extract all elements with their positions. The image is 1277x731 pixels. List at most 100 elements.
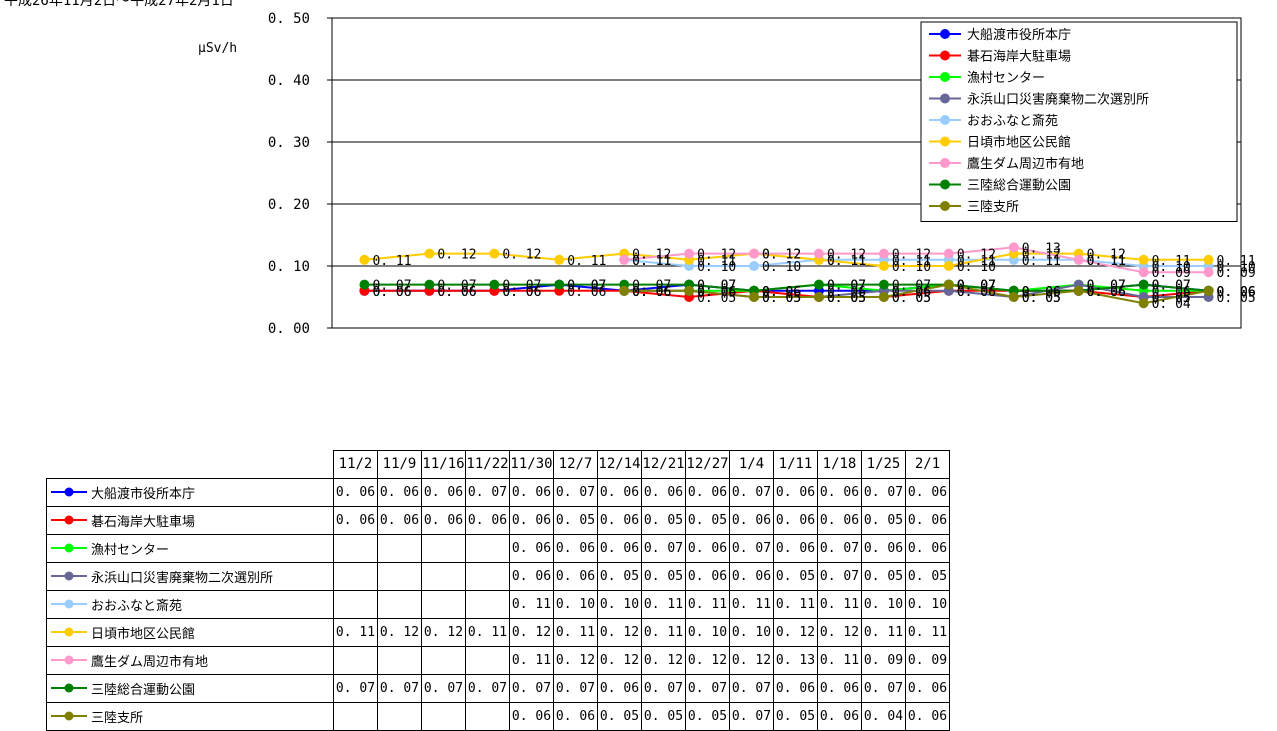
table-cell: 0. 09: [861, 645, 906, 675]
table-cell: 0. 06: [817, 673, 862, 703]
data-label: 0. 07: [632, 279, 671, 294]
table-cell: [421, 533, 466, 563]
data-point: [1073, 285, 1084, 296]
data-label: 0. 06: [632, 285, 671, 300]
table-cell: 0. 05: [861, 561, 906, 591]
data-label: 0. 10: [1217, 260, 1256, 275]
table-cell: 0. 11: [685, 589, 730, 619]
table-cell: 0. 12: [597, 645, 642, 675]
data-point: [813, 292, 824, 302]
data-label: 0. 10: [762, 260, 801, 275]
data-point: [1138, 254, 1149, 265]
table-cell: 0. 06: [597, 477, 642, 507]
series-name: 漁村センター: [91, 542, 170, 558]
table-cell: 0. 06: [685, 561, 730, 591]
table-cell: 0. 07: [641, 533, 686, 563]
table-corner: [46, 450, 334, 478]
legend-marker: [940, 50, 950, 61]
table-cell: 0. 07: [861, 673, 906, 703]
data-label: 0. 07: [957, 279, 996, 294]
data-label: 0. 06: [892, 285, 931, 300]
series-name: 日頃市地区公民館: [91, 626, 196, 642]
table-cell: 0. 11: [773, 589, 818, 619]
table-cell: [377, 589, 422, 619]
data-label: 0. 12: [892, 248, 931, 263]
data-label: 0. 10: [957, 260, 996, 275]
data-point: [749, 248, 760, 259]
table-cell: 0. 05: [905, 561, 950, 591]
data-point: [1138, 298, 1149, 309]
data-point: [1073, 254, 1084, 265]
data-point: [359, 254, 370, 265]
legend-item: 鷹生ダム周辺市有地: [929, 156, 1084, 172]
data-label: 0. 07: [1152, 279, 1191, 294]
data-label: 0. 11: [1022, 254, 1061, 269]
table-cell: 0. 11: [553, 617, 598, 647]
legend-marker: [940, 93, 950, 104]
x-tick-label: 12/27: [685, 450, 730, 479]
data-label: 0. 06: [697, 285, 736, 300]
data-label: 0. 12: [632, 248, 671, 263]
table-cell: 0. 05: [641, 701, 686, 731]
table-cell: 0. 06: [905, 673, 950, 703]
series-line: [364, 283, 1209, 292]
data-label: 0. 06: [1022, 285, 1061, 300]
data-label: 0. 06: [632, 285, 671, 300]
legend-label: 大船渡市役所本庁: [967, 27, 1071, 43]
table-cell: 0. 05: [641, 561, 686, 591]
table-cell: 0. 10: [685, 617, 730, 647]
table-cell: 0. 05: [597, 701, 642, 731]
data-point: [943, 248, 954, 259]
data-label: 0. 10: [697, 260, 736, 275]
series-name: 三陸支所: [91, 710, 144, 726]
data-label: 0. 06: [1087, 285, 1126, 300]
data-label: 0. 06: [892, 285, 931, 300]
data-label: 0. 05: [1152, 291, 1191, 306]
series-symbol: [51, 543, 87, 553]
series-symbol: [51, 571, 87, 581]
data-point: [684, 248, 695, 259]
table-cell: 0. 07: [817, 561, 862, 591]
x-tick-label: 1/18: [817, 450, 862, 479]
table-cell: 0. 11: [509, 645, 554, 675]
table-cell: [333, 701, 378, 731]
legend-marker: [940, 136, 950, 147]
data-point: [619, 254, 630, 265]
period-header: 平成26年11月2日～平成27年2月1日: [4, 0, 234, 9]
legend-label: おおふなと斎苑: [967, 113, 1058, 129]
series-line: [364, 252, 1209, 267]
data-point: [813, 248, 824, 259]
x-tick-label: 1/25: [861, 450, 906, 479]
table-cell: 0. 11: [465, 617, 510, 647]
table-cell: 0. 12: [773, 617, 818, 647]
data-label: 0. 11: [1087, 254, 1126, 269]
table-cell: 0. 12: [553, 645, 598, 675]
data-label: 0. 06: [502, 285, 541, 300]
legend-item: 大船渡市役所本庁: [929, 27, 1071, 43]
data-label: 0. 11: [697, 254, 736, 269]
legend-label: 三陸支所: [967, 199, 1019, 215]
table-cell: 0. 06: [377, 477, 422, 507]
data-point: [424, 279, 435, 290]
data-label: 0. 11: [1152, 254, 1191, 269]
data-point: [878, 279, 889, 290]
legend-marker: [940, 29, 950, 39]
series-9: [619, 279, 1214, 309]
table-cell: [333, 589, 378, 619]
x-tick-label: 2/1: [905, 450, 950, 479]
table-cell: 0. 06: [773, 505, 818, 535]
data-label: 0. 07: [892, 279, 931, 294]
table-cell: [377, 645, 422, 675]
table-cell: 0. 06: [509, 701, 554, 731]
series-name-cell: 三陸総合運動公園: [46, 673, 334, 703]
y-tick-label: 0. 40: [268, 73, 310, 89]
table-cell: 0. 12: [377, 617, 422, 647]
x-tick-label: 11/2: [333, 450, 378, 479]
data-label: 0. 12: [762, 248, 801, 263]
data-label: 0. 07: [957, 279, 996, 294]
data-label: 0. 06: [957, 285, 996, 300]
table-cell: 0. 07: [685, 673, 730, 703]
table-cell: 0. 05: [685, 701, 730, 731]
data-label: 0. 05: [1022, 291, 1061, 306]
y-axis-label: μSv/h: [198, 41, 237, 56]
